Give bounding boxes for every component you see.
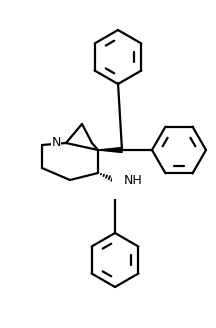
- Text: N: N: [51, 135, 61, 149]
- Text: NH: NH: [124, 174, 143, 187]
- Polygon shape: [98, 148, 122, 153]
